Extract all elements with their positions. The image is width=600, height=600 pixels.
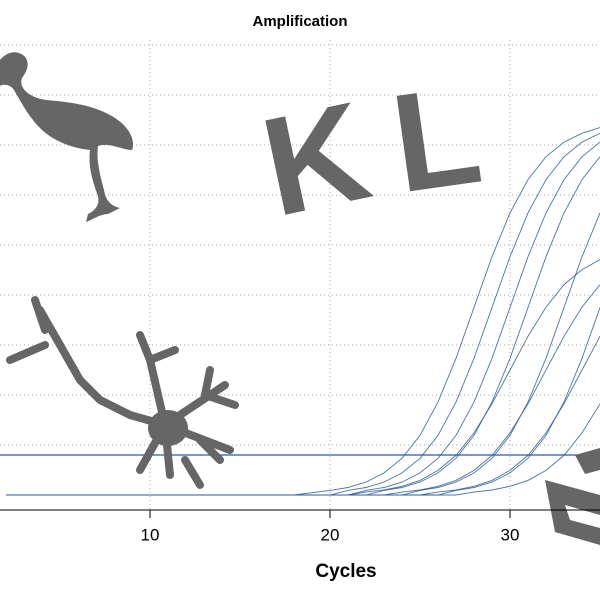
x-tick-label: 10 (141, 525, 160, 544)
grid (0, 40, 600, 510)
curves (0, 127, 600, 496)
neuron-body (148, 410, 188, 446)
partial-letters (545, 448, 600, 545)
axes: 10 20 30 (0, 509, 600, 544)
chart-title: Amplification (252, 13, 347, 30)
bird-silhouette (0, 52, 134, 222)
x-tick-label: 20 (321, 525, 340, 544)
neuron-silhouette (6, 296, 239, 489)
amplification-curve (6, 141, 600, 496)
x-tick-label: 30 (501, 525, 520, 544)
overlays (0, 52, 600, 545)
x-axis-label: Cycles (315, 561, 376, 582)
